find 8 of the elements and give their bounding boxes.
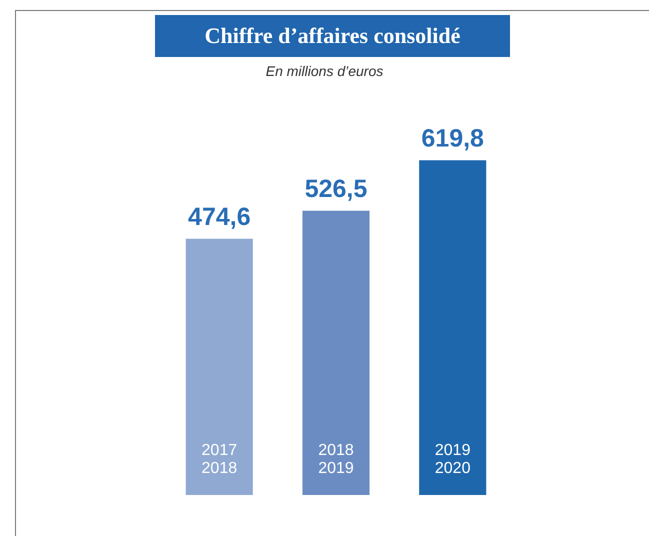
chart-title: Chiffre d’affaires consolidé xyxy=(155,15,510,57)
x-tick-label: 2017 2018 xyxy=(202,442,238,477)
x-tick-label: 2018 2019 xyxy=(318,442,354,477)
data-label: 526,5 xyxy=(304,175,368,204)
data-label: 474,6 xyxy=(188,203,251,232)
chart-subtitle: En millions d’euros xyxy=(264,63,384,79)
x-tick-label: 2019 2020 xyxy=(434,442,471,477)
data-label: 619,8 xyxy=(421,124,484,153)
